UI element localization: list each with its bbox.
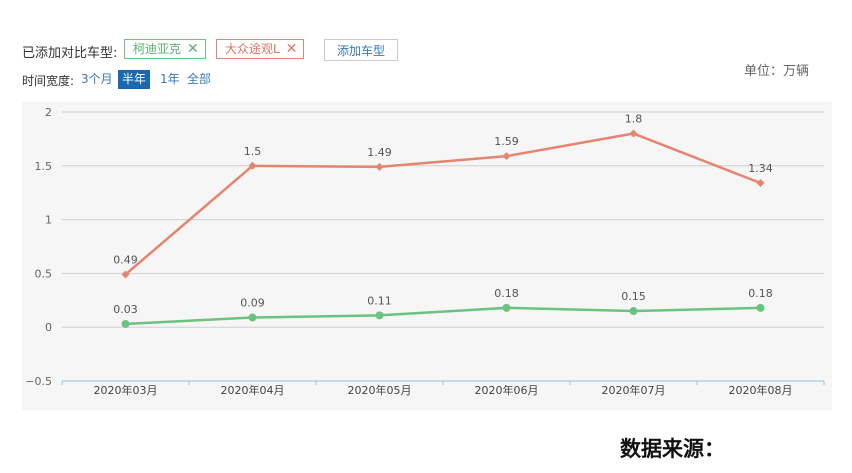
data-point — [756, 303, 765, 312]
y-tick-label: 0 — [45, 321, 52, 334]
y-tick-label: 1.5 — [35, 160, 53, 173]
added-models-label: 已添加对比车型: — [22, 46, 118, 61]
data-source-label: 数据来源： — [620, 437, 725, 461]
data-label: 0.11 — [367, 294, 392, 307]
series-line-tiguan-l — [124, 132, 761, 276]
add-model-button[interactable]: 添加车型 — [324, 39, 398, 61]
data-label: 0.09 — [240, 297, 265, 310]
x-tick-label: 2020年06月 — [475, 383, 539, 397]
data-label: 0.49 — [113, 253, 138, 266]
data-label: 1.5 — [244, 145, 262, 158]
data-label: 0.18 — [494, 287, 519, 300]
x-tick-label: 2020年05月 — [348, 383, 412, 397]
data-point — [629, 129, 638, 138]
model-tag-label: 柯迪亚克 — [133, 42, 182, 56]
data-point — [121, 319, 130, 328]
range-option-all[interactable]: 全部 — [187, 72, 212, 86]
data-label: 0.15 — [621, 290, 646, 303]
chart-background — [22, 102, 832, 410]
model-tag-tiguan-l[interactable]: 大众途观L ✕ — [216, 39, 304, 59]
y-tick-label: −0.5 — [25, 375, 52, 388]
data-point — [248, 313, 257, 322]
unit-label: 单位：万辆 — [744, 64, 810, 79]
x-tick-label: 2020年08月 — [729, 383, 793, 397]
data-point — [375, 311, 384, 320]
y-tick-label: 2 — [45, 106, 52, 119]
range-option-1-year[interactable]: 1年 — [160, 72, 180, 86]
model-tag-kodiaq[interactable]: 柯迪亚克 ✕ — [124, 39, 206, 59]
range-option-half-year[interactable]: 半年 — [118, 70, 151, 89]
data-point — [502, 303, 511, 312]
data-point — [375, 162, 384, 171]
x-tick-label: 2020年04月 — [221, 383, 285, 397]
close-icon[interactable]: ✕ — [187, 41, 199, 57]
close-icon[interactable]: ✕ — [285, 41, 298, 57]
data-label: 1.59 — [494, 135, 519, 148]
series-line-kodiaq — [125, 306, 761, 326]
range-option-3-months[interactable]: 3个月 — [81, 72, 113, 86]
data-label: 0.18 — [748, 287, 773, 300]
data-label: 1.49 — [367, 146, 392, 159]
data-label: 1.8 — [625, 113, 643, 126]
y-tick-label: 0.5 — [35, 267, 53, 280]
data-point — [502, 152, 511, 161]
x-tick-label: 2020年03月 — [94, 383, 158, 397]
time-range-label: 时间宽度: — [22, 74, 75, 88]
data-label: 1.34 — [748, 162, 773, 175]
data-point — [756, 179, 765, 188]
data-point — [121, 270, 130, 279]
data-point — [248, 161, 257, 170]
data-label: 0.03 — [113, 303, 138, 316]
data-point — [629, 307, 638, 316]
y-tick-label: 1 — [45, 214, 52, 227]
x-tick-label: 2020年07月 — [602, 383, 666, 397]
model-tag-label: 大众途观L — [225, 42, 280, 56]
